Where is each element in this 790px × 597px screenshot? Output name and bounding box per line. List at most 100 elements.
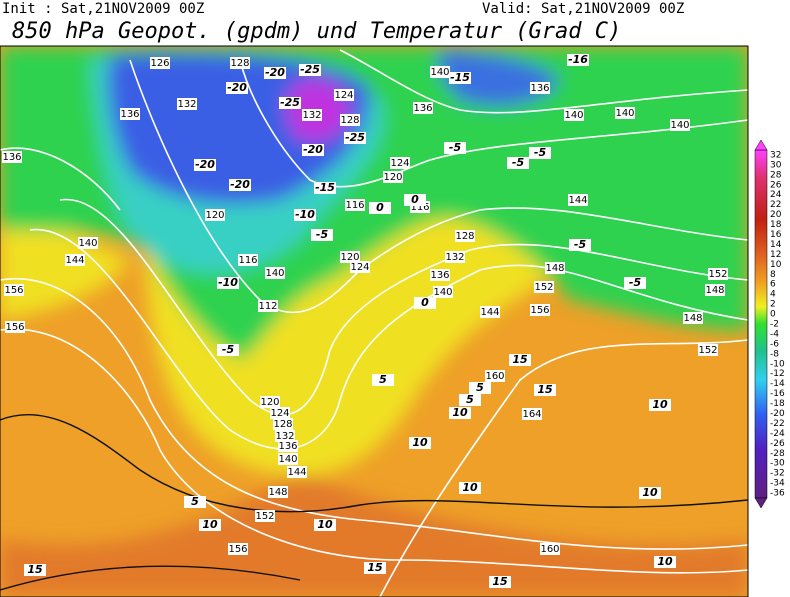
- contour-label-box: [529, 147, 551, 159]
- geopotential-label: 116: [238, 255, 257, 266]
- contour-label-box: [568, 194, 588, 206]
- contour-label-box: [615, 107, 635, 119]
- contour-label-box: [649, 399, 671, 411]
- geopotential-label: 136: [120, 109, 139, 120]
- temperature-label: 0: [421, 296, 429, 309]
- contour-label-box: [314, 182, 336, 194]
- colorbar-label: -20: [770, 409, 785, 419]
- colorbar-label: -10: [770, 359, 785, 369]
- contour-label-box: [409, 437, 431, 449]
- geopotential-label: 160: [485, 371, 504, 382]
- contour-label-box: [177, 98, 197, 110]
- contour-label-box: [569, 239, 591, 251]
- contour-label-box: [4, 284, 24, 296]
- temperature-label: -15: [315, 181, 335, 194]
- temperature-label: 10: [462, 481, 478, 494]
- contour-label-box: [205, 209, 225, 221]
- contour-label-box: [273, 418, 293, 430]
- temperature-label: -20: [265, 66, 285, 79]
- colorbar-label: 8: [770, 270, 776, 280]
- contour-label-box: [530, 304, 550, 316]
- geopotential-label: 144: [568, 195, 587, 206]
- temperature-label: 0: [411, 193, 419, 206]
- temperature-label: -20: [227, 81, 247, 94]
- colorbar-label: -30: [770, 459, 785, 469]
- contour-label-box: [404, 194, 426, 206]
- contour-label-box: [469, 382, 491, 394]
- geopotential-label: 116: [410, 202, 429, 213]
- colorbar-label: 14: [770, 240, 782, 250]
- colorbar-label: -34: [770, 479, 785, 489]
- colorbar-label: -6: [770, 339, 779, 349]
- contour-label-box: [624, 277, 646, 289]
- temperature-label: -20: [303, 143, 323, 156]
- colorbar-label: -22: [770, 419, 785, 429]
- contour-label-box: [390, 157, 410, 169]
- geopotential-label: 124: [350, 262, 369, 273]
- geopotential-label: 148: [705, 285, 724, 296]
- geopotential-label: 120: [205, 210, 224, 221]
- contour-label-box: [302, 109, 322, 121]
- geopotential-label: 140: [265, 268, 284, 279]
- geopotential-label: 126: [150, 58, 169, 69]
- geopotential-label: 128: [340, 115, 359, 126]
- isotherms: [0, 414, 748, 591]
- geopotential-label: 136: [2, 152, 21, 163]
- geopotential-label: 156: [5, 322, 24, 333]
- yellow-band: [0, 180, 560, 477]
- contour-label-box: [230, 57, 250, 69]
- contour-label-box: [459, 482, 481, 494]
- geopotential-label: 128: [273, 419, 292, 430]
- contour-label-box: [294, 209, 316, 221]
- geopotential-label: 112: [258, 301, 277, 312]
- colorbar-label: -4: [770, 329, 779, 339]
- geopotential-label: 124: [334, 90, 353, 101]
- temperature-label: -10: [295, 208, 315, 221]
- geopotential-label: 136: [530, 83, 549, 94]
- contour-label-box: [414, 297, 436, 309]
- blue-area-east: [438, 50, 560, 106]
- contour-label-box: [534, 281, 554, 293]
- geopotential-label: 120: [260, 397, 279, 408]
- temperature-label: 5: [191, 495, 199, 508]
- contour-label-box: [334, 89, 354, 101]
- temperature-label: 5: [466, 393, 474, 406]
- contour-label-box: [217, 344, 239, 356]
- contour-label-box: [522, 408, 542, 420]
- colorbar-label: 4: [770, 290, 776, 300]
- contour-label-box: [372, 374, 394, 386]
- temperature-label: -20: [230, 178, 250, 191]
- geopotential-label: 156: [228, 544, 247, 555]
- geopotential-label: 136: [413, 103, 432, 114]
- temperature-label: 10: [317, 518, 333, 531]
- contour-label-box: [489, 576, 511, 588]
- temperature-label: 5: [476, 381, 484, 394]
- colorbar-label: -24: [770, 429, 785, 439]
- temperature-label: -5: [316, 228, 329, 241]
- contour-label-box: [708, 268, 728, 280]
- contour-label-box: [340, 251, 360, 263]
- colorbar-label: 28: [770, 170, 782, 180]
- contour-label-box: [78, 237, 98, 249]
- contour-label-box: [449, 72, 471, 84]
- map-title: 850 hPa Geopot. (gpdm) und Temperatur (G…: [12, 19, 621, 44]
- contour-label-box: [345, 199, 365, 211]
- contour-label-box: [567, 54, 589, 66]
- colorbar: [754, 139, 768, 509]
- colorbar-label: 26: [770, 180, 782, 190]
- colorbar-label: -28: [770, 449, 785, 459]
- contour-label-box: [670, 119, 690, 131]
- contour-label-box: [217, 277, 239, 289]
- contour-label-box: [507, 157, 529, 169]
- contour-label-box: [540, 543, 560, 555]
- geopotential-label: 136: [430, 270, 449, 281]
- geopotential-label: 140: [278, 454, 297, 465]
- colorbar-scale: [754, 149, 768, 499]
- contour-label-box: [229, 179, 251, 191]
- geopotential-label: 144: [65, 255, 84, 266]
- temperature-label: 15: [537, 383, 553, 396]
- contour-label-box: [264, 67, 286, 79]
- geopotential-label: 160: [540, 544, 559, 555]
- temperature-label: -5: [449, 141, 462, 154]
- contour-label-box: [430, 66, 450, 78]
